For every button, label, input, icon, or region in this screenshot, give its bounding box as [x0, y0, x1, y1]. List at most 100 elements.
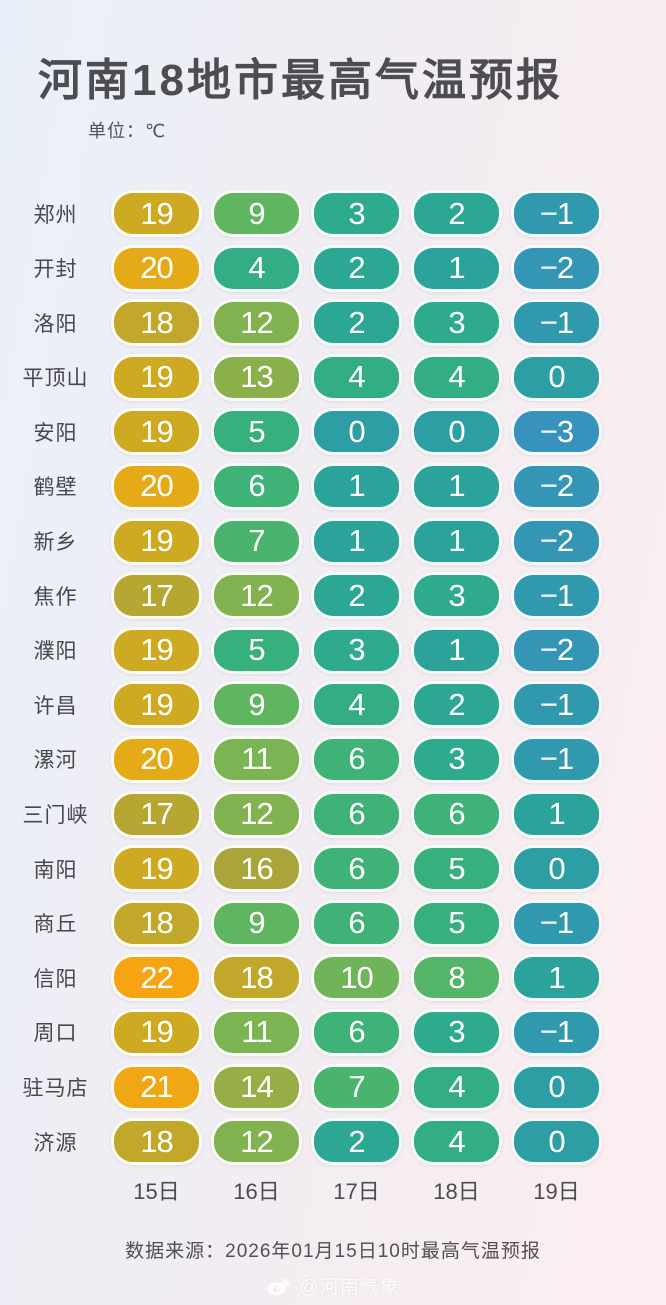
date-label: 18日	[433, 1179, 480, 1204]
temp-pill: 16	[211, 845, 302, 893]
temp-pill: 19	[111, 626, 202, 674]
temp-pill: 3	[411, 572, 502, 620]
temp-pill: 1	[311, 517, 402, 565]
table-row: 新乡 19 7 1 1 −2	[0, 517, 666, 565]
temp-pill: 18	[111, 299, 202, 347]
temp-pill: 12	[211, 1118, 302, 1166]
city-label: 驻马店	[22, 1077, 89, 1100]
temp-pill: 8	[411, 954, 502, 1002]
temp-pill: 7	[311, 1063, 402, 1111]
temp-pill: 0	[511, 1118, 602, 1166]
city-label: 洛阳	[33, 312, 78, 336]
temp-pill: 21	[111, 1063, 202, 1111]
temp-pill: 22	[111, 954, 202, 1002]
temp-pill: 9	[211, 681, 302, 729]
table-row: 安阳 19 5 0 0 −3	[0, 408, 666, 456]
temp-pill: 6	[311, 735, 402, 783]
temp-pill: −1	[511, 735, 602, 783]
watermark-text: @河南气象	[299, 1277, 400, 1298]
temp-pill: 13	[211, 353, 302, 401]
temp-pill: 20	[111, 462, 202, 510]
temp-pill: 3	[411, 299, 502, 347]
table-row: 焦作 17 12 2 3 −1	[0, 572, 666, 620]
temp-pill: 19	[111, 517, 202, 565]
temp-pill: −2	[511, 462, 602, 510]
temp-pill: 19	[111, 408, 202, 456]
temp-pill: 0	[311, 408, 402, 456]
table-row: 信阳 22 18 10 8 1	[0, 954, 666, 1002]
city-label: 济源	[33, 1131, 78, 1155]
city-label: 平顶山	[22, 367, 89, 391]
city-label: 商丘	[33, 913, 78, 937]
temp-pill: 17	[111, 790, 202, 838]
temp-pill: 5	[211, 408, 302, 456]
date-label: 19日	[533, 1179, 580, 1204]
table-row: 商丘 18 9 6 5 −1	[0, 899, 666, 947]
temp-pill: −1	[511, 1008, 602, 1056]
temp-pill: 3	[411, 735, 502, 783]
date-label: 17日	[333, 1179, 380, 1204]
city-label: 濮阳	[33, 640, 78, 664]
city-label: 新乡	[33, 531, 78, 555]
temp-pill: 19	[111, 190, 202, 237]
city-label: 漯河	[33, 749, 78, 773]
date-label: 15日	[133, 1179, 180, 1204]
temp-pill: 6	[411, 790, 502, 838]
temp-pill: 3	[311, 190, 402, 237]
temp-pill: 2	[311, 244, 402, 292]
temp-pill: 18	[211, 954, 302, 1002]
date-label: 16日	[233, 1179, 280, 1204]
city-label: 三门峡	[22, 804, 89, 828]
table-row: 许昌 19 9 4 2 −1	[0, 681, 666, 729]
temp-pill: −1	[511, 899, 602, 947]
temp-pill: 18	[111, 1118, 202, 1166]
temp-pill: 6	[311, 1008, 402, 1056]
unit-label: 单位：℃	[88, 121, 167, 141]
temp-pill: −2	[511, 517, 602, 565]
temp-pill: 12	[211, 572, 302, 620]
weibo-icon	[266, 1275, 292, 1297]
table-row: 三门峡 17 12 6 6 1	[0, 790, 666, 838]
table-row: 漯河 20 11 6 3 −1	[0, 735, 666, 783]
watermark: @河南气象	[0, 1272, 666, 1299]
city-label: 开封	[33, 258, 78, 282]
table-row: 平顶山 19 13 4 4 0	[0, 353, 666, 401]
city-label: 南阳	[33, 858, 78, 882]
city-label: 安阳	[33, 421, 78, 445]
temp-pill: 18	[111, 899, 202, 947]
temperature-table: 郑州 19 9 3 2 −1 开封 20 4 2 1 −2 洛阳 18 12 2 3 −1 平顶山 19 13 4 4 0 安阳…	[0, 190, 666, 1173]
temp-pill: 6	[311, 790, 402, 838]
temp-pill: 3	[311, 626, 402, 674]
page-title: 河南18地市最高气温预报	[38, 56, 563, 105]
table-row: 济源 18 12 2 4 0	[0, 1118, 666, 1166]
temp-pill: 6	[211, 462, 302, 510]
temp-pill: 2	[311, 1118, 402, 1166]
temp-pill: −1	[511, 572, 602, 620]
temp-pill: 2	[311, 572, 402, 620]
temp-pill: 7	[211, 517, 302, 565]
table-row: 南阳 19 16 6 5 0	[0, 845, 666, 893]
temp-pill: 4	[411, 1118, 502, 1166]
city-label: 周口	[33, 1022, 78, 1046]
temp-pill: 4	[211, 244, 302, 292]
temp-pill: −1	[511, 299, 602, 347]
temp-pill: 2	[411, 681, 502, 729]
temp-pill: 19	[111, 1008, 202, 1056]
temp-pill: −2	[511, 244, 602, 292]
date-header-row: 15日 16日 17日 18日 19日	[111, 1174, 611, 1206]
table-row: 洛阳 18 12 2 3 −1	[0, 299, 666, 347]
temp-pill: 0	[511, 1063, 602, 1111]
temp-pill: 12	[211, 299, 302, 347]
temp-pill: 19	[111, 681, 202, 729]
temp-pill: 1	[411, 244, 502, 292]
temp-pill: −2	[511, 626, 602, 674]
temp-pill: 4	[411, 1063, 502, 1111]
table-row: 周口 19 11 6 3 −1	[0, 1008, 666, 1056]
table-row: 鹤壁 20 6 1 1 −2	[0, 462, 666, 510]
temp-pill: 1	[411, 517, 502, 565]
temp-pill: 4	[411, 353, 502, 401]
temp-pill: 5	[411, 845, 502, 893]
temp-pill: 1	[311, 462, 402, 510]
temp-pill: 5	[211, 626, 302, 674]
